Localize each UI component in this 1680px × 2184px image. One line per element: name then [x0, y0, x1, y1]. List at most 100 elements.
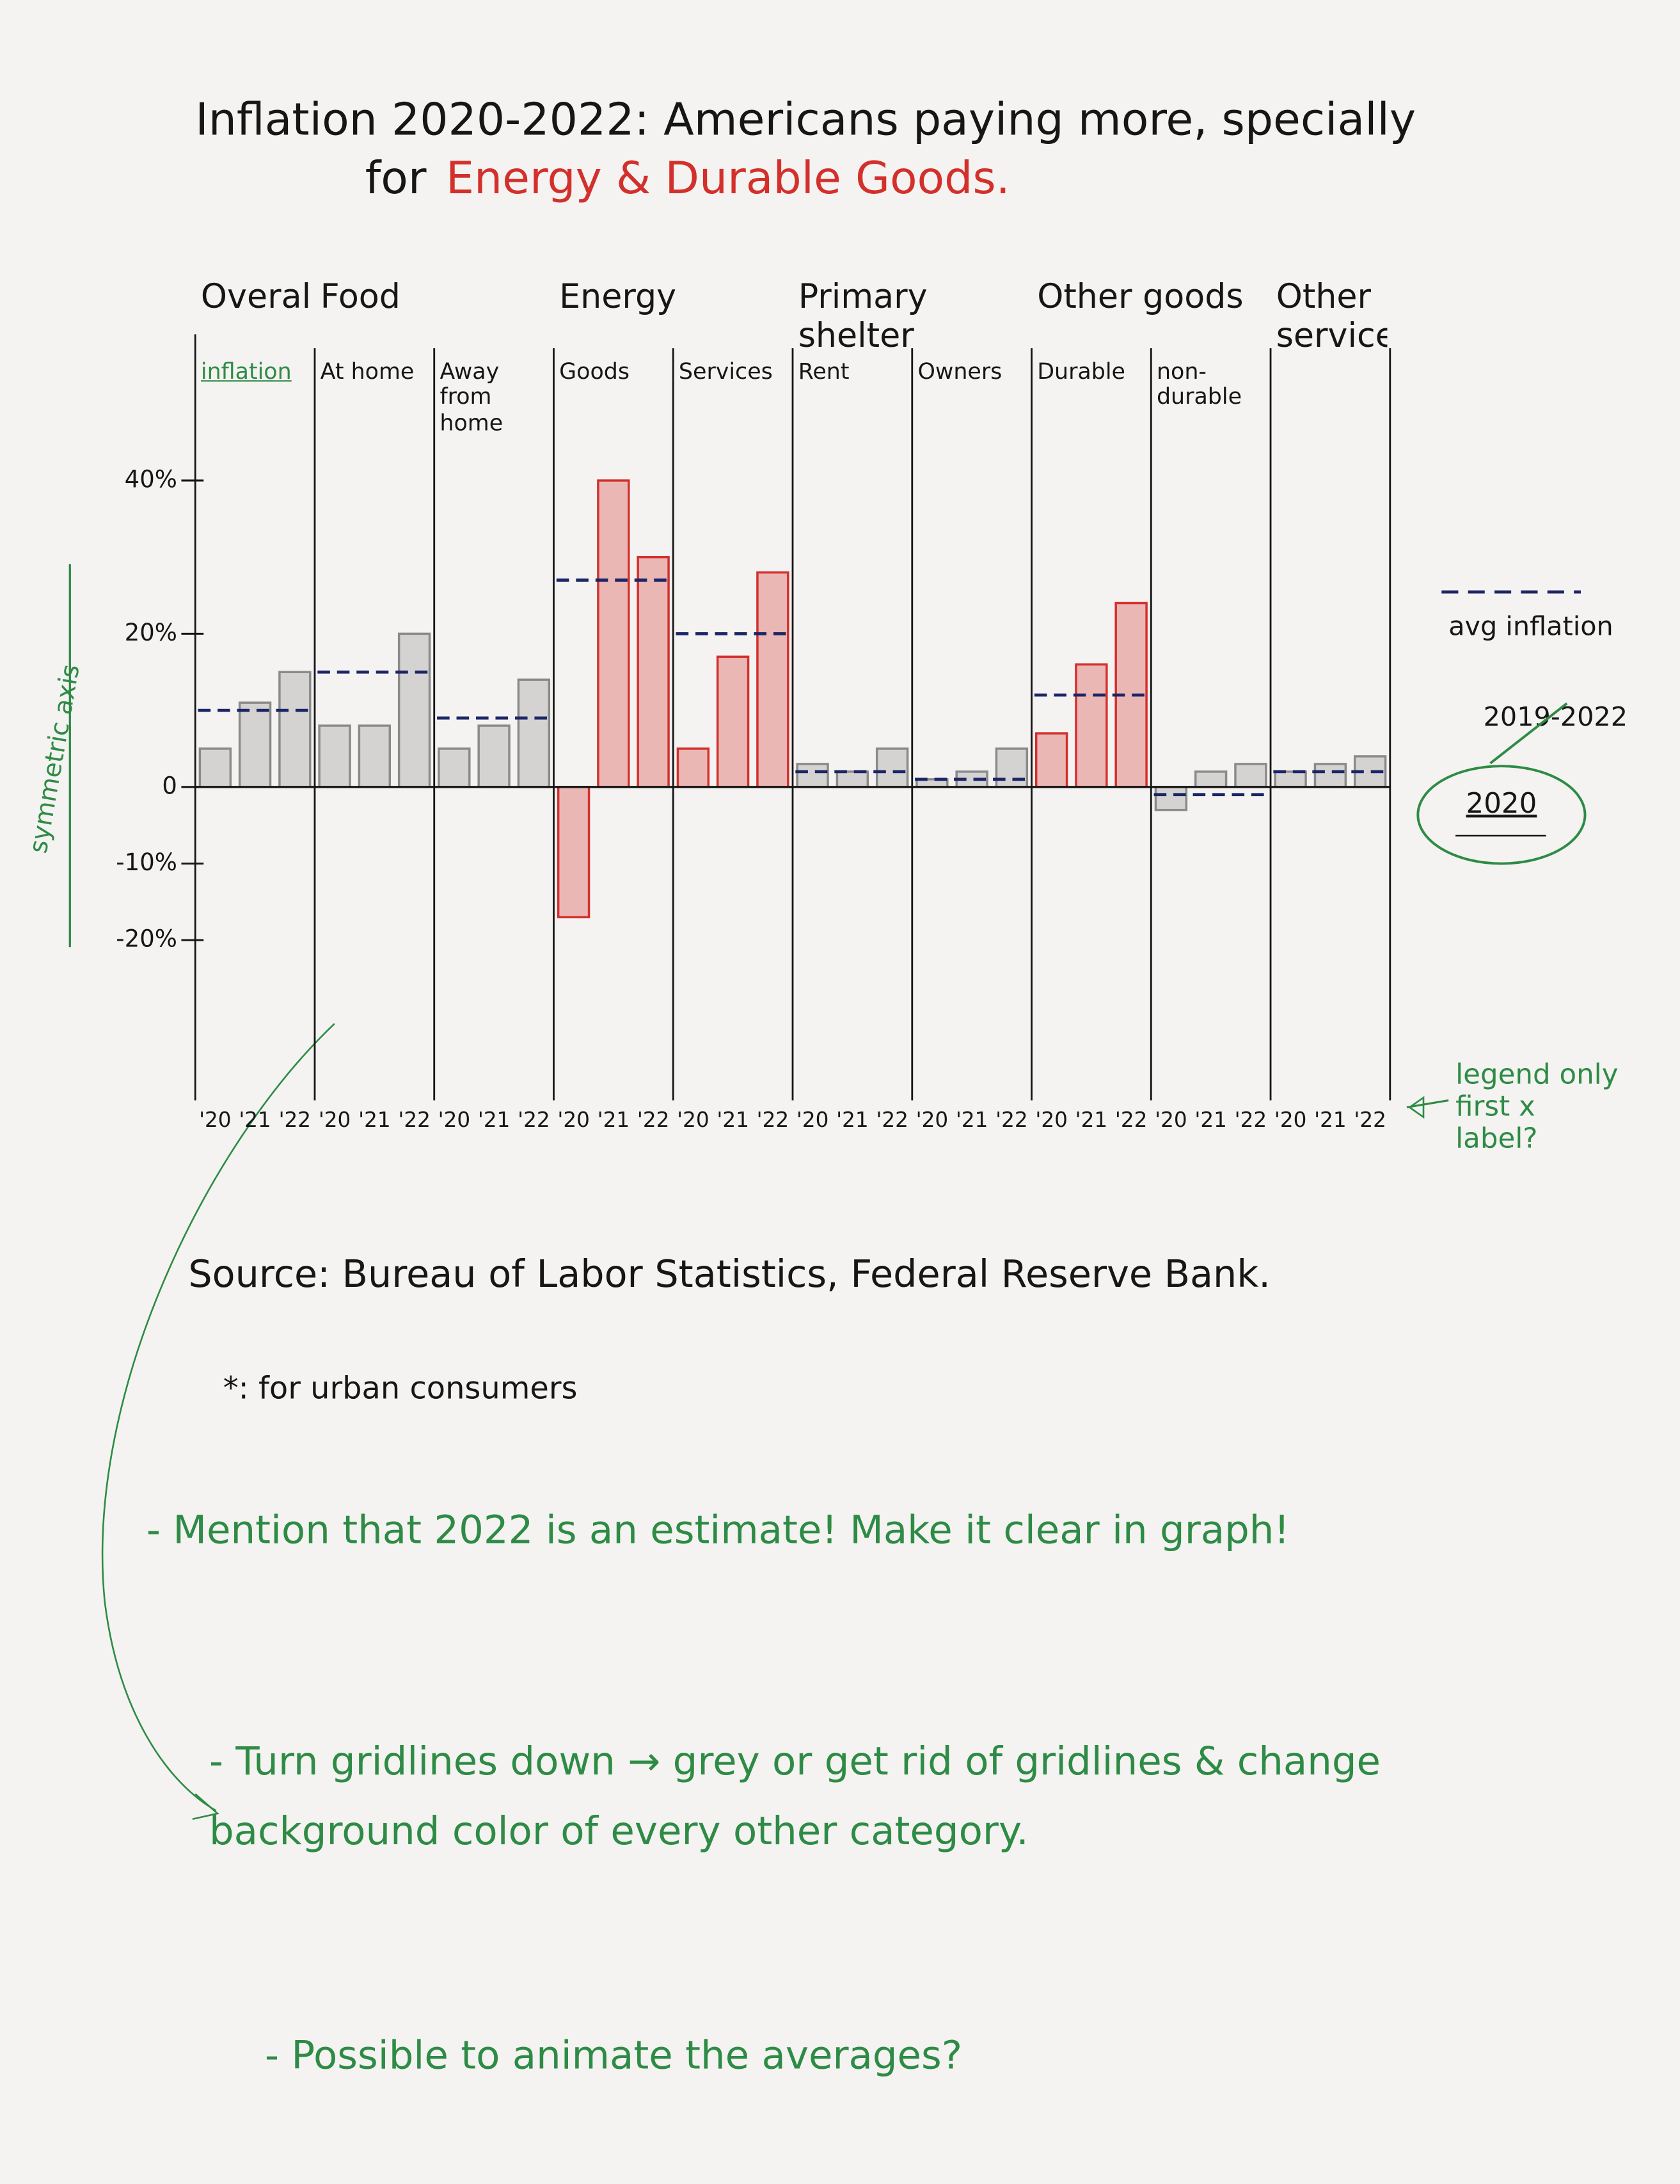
y-tick-label: 20%: [125, 619, 177, 646]
legend-period-struck-box: 2019-2022: [1483, 703, 1628, 733]
bar: [278, 671, 312, 788]
panel-label: Goods: [559, 359, 630, 385]
comment: - Mention that 2022 is an estimate! Make…: [147, 1507, 1290, 1553]
legend-strike: [1489, 702, 1568, 765]
bar: [1154, 786, 1188, 811]
bar: [1194, 770, 1228, 788]
panel-label: Rent: [798, 359, 850, 385]
x-tick-label: '20: [1035, 1108, 1067, 1132]
panel-label: Services: [678, 359, 773, 385]
bar: [995, 747, 1029, 788]
panel-label-box: non-durable: [1156, 359, 1242, 410]
bar: [597, 479, 630, 788]
group-label-box: Energy: [559, 278, 676, 315]
bar: [517, 678, 551, 788]
panel-label-box: Away from home: [440, 359, 503, 436]
x-tick-label: '22: [637, 1108, 669, 1132]
bar: [1034, 732, 1068, 788]
x-tick-label: '21: [717, 1108, 749, 1132]
y-tick-label: -20%: [116, 925, 177, 953]
group-label: Primary shelter: [798, 278, 928, 355]
bar: [1075, 663, 1108, 788]
x-tick-label: '22: [876, 1108, 908, 1132]
x-tick-label: '20: [677, 1108, 709, 1132]
bar: [557, 786, 590, 919]
bar: [716, 655, 750, 788]
x-tick-label: '22: [995, 1108, 1027, 1132]
x-tick-label: '21: [239, 1108, 271, 1132]
group-label: Overall*: [200, 278, 312, 317]
label-note: legend only first x label?: [1455, 1058, 1619, 1155]
bar: [796, 763, 829, 788]
y-tick-label: -10%: [116, 849, 177, 876]
panel-label-box: At home: [320, 359, 415, 385]
x-tick-label: '20: [1274, 1108, 1306, 1132]
chart-title: Inflation 2020-2022: Americans paying mo…: [195, 94, 1416, 146]
bar: [1274, 770, 1307, 788]
panel-label: Owners: [917, 359, 1002, 385]
bar: [198, 747, 232, 788]
x-tick-label: '21: [1194, 1108, 1226, 1132]
legend-avg-label: avg inflation: [1448, 612, 1613, 642]
comment-box: - Turn gridlines down → grey or get rid …: [209, 1738, 1381, 1854]
label-note-box: legend only first x label?: [1455, 1058, 1619, 1155]
group-label-box: Overall*: [200, 278, 312, 317]
panel-label-box: Durable: [1037, 359, 1125, 385]
chart-title-line2: for Energy & Durable Goods.: [365, 152, 1010, 204]
x-tick-label: '20: [438, 1108, 470, 1132]
group-label-box: Food: [320, 278, 400, 317]
legend-period-circle: [1416, 765, 1587, 865]
x-tick-label: '20: [916, 1108, 948, 1132]
x-tick-label: '20: [796, 1108, 828, 1132]
title-highlight: Energy & Durable Goods.: [446, 152, 1010, 204]
panel-label: Durable: [1037, 359, 1125, 385]
bar: [676, 747, 710, 788]
panel-label-box: Services: [678, 359, 773, 385]
group-label-box: Other services: [1276, 278, 1388, 354]
x-tick-label: '20: [557, 1108, 589, 1132]
bar: [438, 747, 471, 788]
panel-label-box: Goods: [559, 359, 630, 385]
x-tick-label: '21: [598, 1108, 630, 1132]
y-tick-label: 40%: [125, 465, 177, 493]
bar: [637, 555, 670, 788]
group-label: Food: [320, 278, 400, 317]
footnote-box: *: for urban consumers: [223, 1372, 578, 1407]
x-tick-label: '21: [836, 1108, 868, 1132]
x-tick-label: '20: [1155, 1108, 1187, 1132]
comment-box: - Possible to animate the averages?: [265, 2033, 963, 2078]
legend-period-struck: 2019-2022: [1483, 703, 1628, 733]
bar: [238, 701, 272, 788]
source-note: Source: Bureau of Labor Statistics, Fede…: [188, 1253, 1271, 1297]
bar: [875, 747, 909, 788]
y-tick-label: 0: [162, 772, 177, 799]
group-label-box: Primary shelter: [798, 278, 928, 355]
bar: [836, 770, 869, 788]
comment-box: - Mention that 2022 is an estimate! Make…: [147, 1507, 1290, 1553]
bar: [1313, 763, 1347, 788]
x-tick-label: '22: [518, 1108, 550, 1132]
panel-label: At home: [320, 359, 415, 385]
comment: - Possible to animate the averages?: [265, 2033, 963, 2078]
x-tick-label: '22: [1115, 1108, 1147, 1132]
panel-label: Away from home: [440, 359, 503, 436]
panel-label: non-durable: [1156, 359, 1242, 410]
footnote: *: for urban consumers: [223, 1372, 578, 1407]
group-label: Other goods: [1037, 278, 1244, 317]
legend-avg-label-box: avg inflation: [1448, 612, 1613, 642]
x-tick-label: '21: [478, 1108, 510, 1132]
label-note-arrow: [1406, 1099, 1449, 1109]
label-note-arrow-head: [1407, 1096, 1425, 1119]
x-tick-label: '22: [279, 1108, 311, 1132]
panel-label-box: inflation: [201, 360, 292, 385]
group-label-box: Other goods: [1037, 278, 1244, 317]
source-note-box: Source: Bureau of Labor Statistics, Fede…: [188, 1253, 1271, 1297]
x-tick-label: '20: [199, 1108, 231, 1132]
x-tick-label: '22: [1235, 1108, 1267, 1132]
x-tick-label: '21: [358, 1108, 390, 1132]
panel-label-box: Rent: [798, 359, 850, 385]
note-arrow-head: [192, 1793, 219, 1820]
